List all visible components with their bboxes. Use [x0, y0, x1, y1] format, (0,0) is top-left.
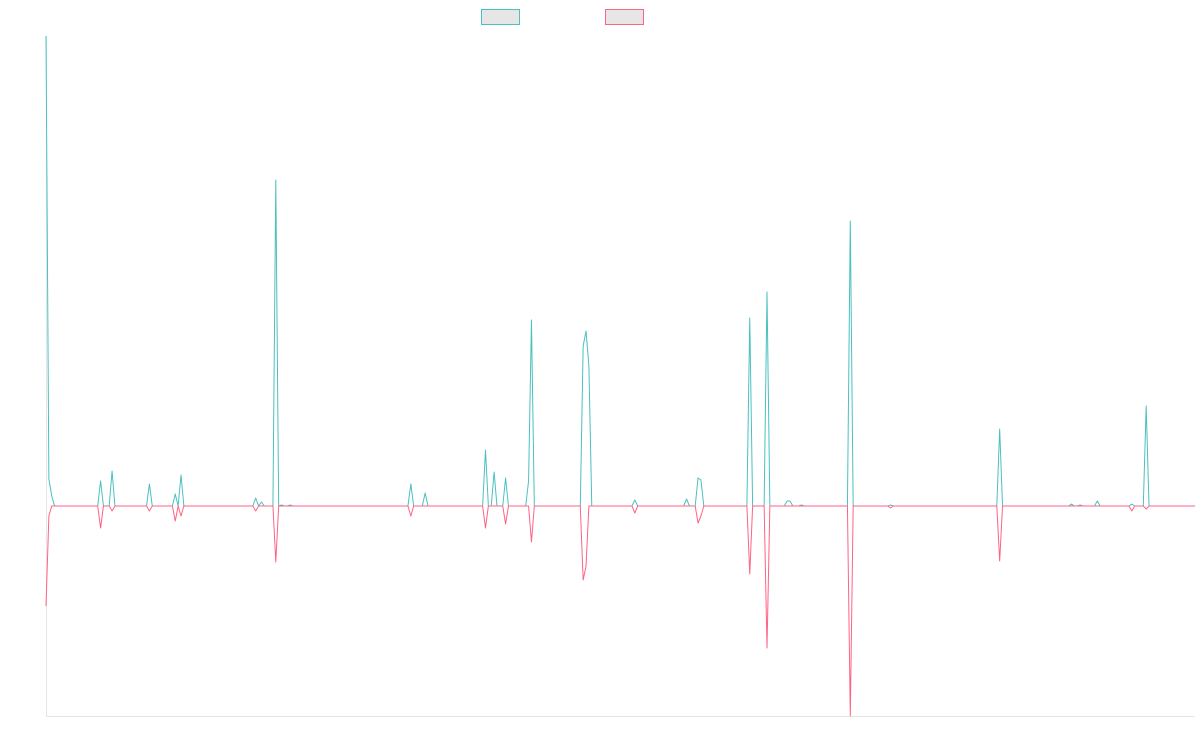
series-1-line [45, 35, 1195, 507]
series-2-line [45, 505, 1195, 717]
series-layer [45, 35, 1195, 717]
legend-swatch-series-1[interactable] [481, 9, 520, 25]
legend-swatch-series-2[interactable] [605, 9, 644, 25]
